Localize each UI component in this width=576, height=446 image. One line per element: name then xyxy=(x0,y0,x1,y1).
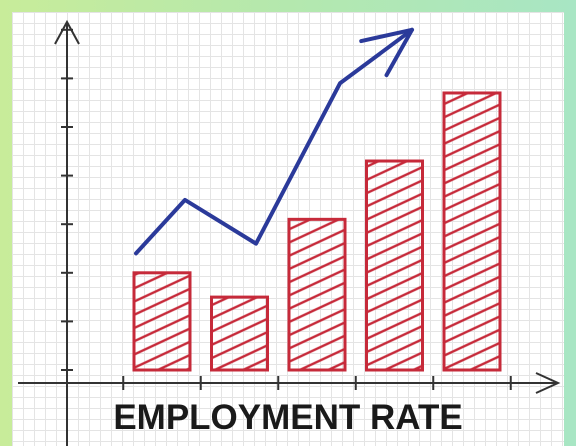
chart-title: EMPLOYMENT RATE xyxy=(113,398,463,437)
x-axis-arrowhead xyxy=(535,372,561,394)
trend-arrowhead xyxy=(359,27,414,78)
bar xyxy=(287,217,347,372)
bar xyxy=(210,295,269,372)
bar xyxy=(442,91,502,372)
bar xyxy=(132,271,192,372)
y-axis-arrowhead xyxy=(54,19,80,45)
y-ticks xyxy=(61,28,73,371)
x-ticks xyxy=(122,376,512,390)
trend-line-group xyxy=(134,27,414,256)
bars xyxy=(132,91,502,372)
bar xyxy=(365,159,424,372)
axes xyxy=(18,19,561,446)
trend-line xyxy=(134,27,414,256)
